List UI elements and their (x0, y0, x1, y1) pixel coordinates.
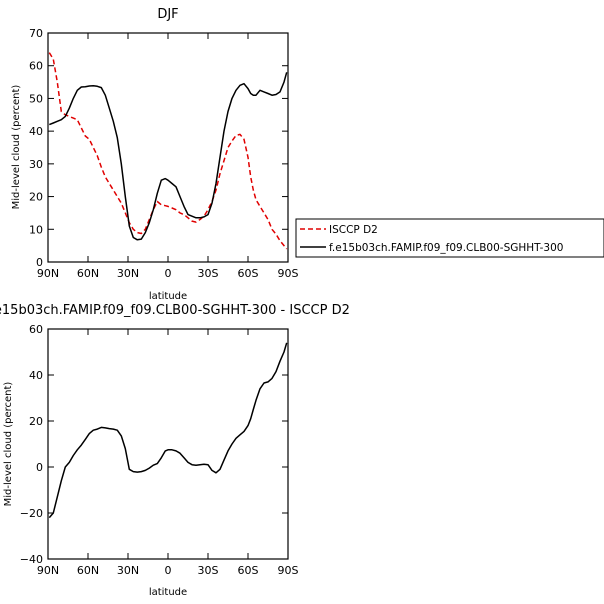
top-series-line-0 (48, 52, 288, 250)
top-x-tick-label: 90S (278, 267, 299, 280)
top-y-tick-label: 50 (29, 92, 43, 105)
top-x-axis: 90N 60N 30N 0 30S 60S 90S (37, 33, 299, 280)
bottom-y-tick-label: 20 (29, 415, 43, 428)
top-y-tick-label: 10 (29, 223, 43, 236)
top-chart-title: DJF (157, 7, 178, 22)
top-y-tick-label: 30 (29, 158, 43, 171)
top-x-tick-label: 90N (37, 267, 59, 280)
top-series-group (48, 52, 288, 250)
top-y-tick-label: 40 (29, 125, 43, 138)
bottom-y-tick-label: 40 (29, 369, 43, 382)
top-y-tick-label: 70 (29, 27, 43, 40)
top-plot-frame (47, 32, 289, 263)
top-x-axis-label: latitude (149, 291, 187, 302)
bottom-y-tick-label: −40 (20, 553, 43, 566)
top-chart-panel: DJF 90N 60N 30N 0 30S 60S 90S 010203040506070 … (11, 7, 299, 302)
bottom-x-axis: 90N 60N 30N 0 30S 60S 90S (37, 329, 299, 577)
top-y-tick-label: 60 (29, 60, 43, 73)
bottom-x-tick-label: 0 (165, 564, 172, 577)
legend: ISCCP D2 f.e15b03ch.FAMIP.f09_f09.CLB00-… (295, 218, 604, 258)
bottom-plot-frame (47, 328, 289, 560)
top-x-tick-label: 30N (117, 267, 139, 280)
top-y-tick-label: 0 (36, 256, 43, 269)
bottom-x-tick-label: 30N (117, 564, 139, 577)
top-series-line-1 (49, 72, 288, 241)
top-y-axis: 0 10 20 30 40 50 60 70 (29, 27, 288, 269)
bottom-x-tick-label: 60S (238, 564, 259, 577)
legend-label-model: f.e15b03ch.FAMIP.f09_f09.CLB00-SGHHT-300 (329, 242, 563, 254)
top-x-tick-label: 60N (77, 267, 99, 280)
legend-box (295, 218, 604, 258)
bottom-series-group (48, 342, 288, 519)
bottom-x-tick-label: 30S (198, 564, 219, 577)
bottom-y-tick-label: 60 (29, 323, 43, 336)
bottom-x-tick-label: 60N (77, 564, 99, 577)
bottom-y-axis-label: Mid-level cloud (percent) (3, 382, 14, 507)
bottom-y-tick-label: −20 (20, 507, 43, 520)
bottom-chart-title: f.e15b03ch.FAMIP.f09_f09.CLB00-SGHHT-300… (0, 303, 350, 318)
bottom-chart-panel: f.e15b03ch.FAMIP.f09_f09.CLB00-SGHHT-300… (0, 303, 350, 598)
top-y-tick-label: 20 (29, 191, 43, 204)
bottom-x-tick-label: 90S (278, 564, 299, 577)
legend-label-isccp: ISCCP D2 (329, 224, 378, 236)
bottom-y-tick-label: 0 (36, 461, 43, 474)
bottom-x-tick-label: 90N (37, 564, 59, 577)
bottom-series-line-0 (48, 342, 288, 519)
top-x-tick-label: 30S (198, 267, 219, 280)
bottom-x-axis-label: latitude (149, 587, 187, 598)
bottom-y-axis: −40 −20 0 20 40 60 (20, 323, 288, 566)
top-y-axis-label: Mid-level cloud (percent) (11, 85, 22, 210)
top-x-tick-label: 60S (238, 267, 259, 280)
top-x-tick-label: 0 (165, 267, 172, 280)
